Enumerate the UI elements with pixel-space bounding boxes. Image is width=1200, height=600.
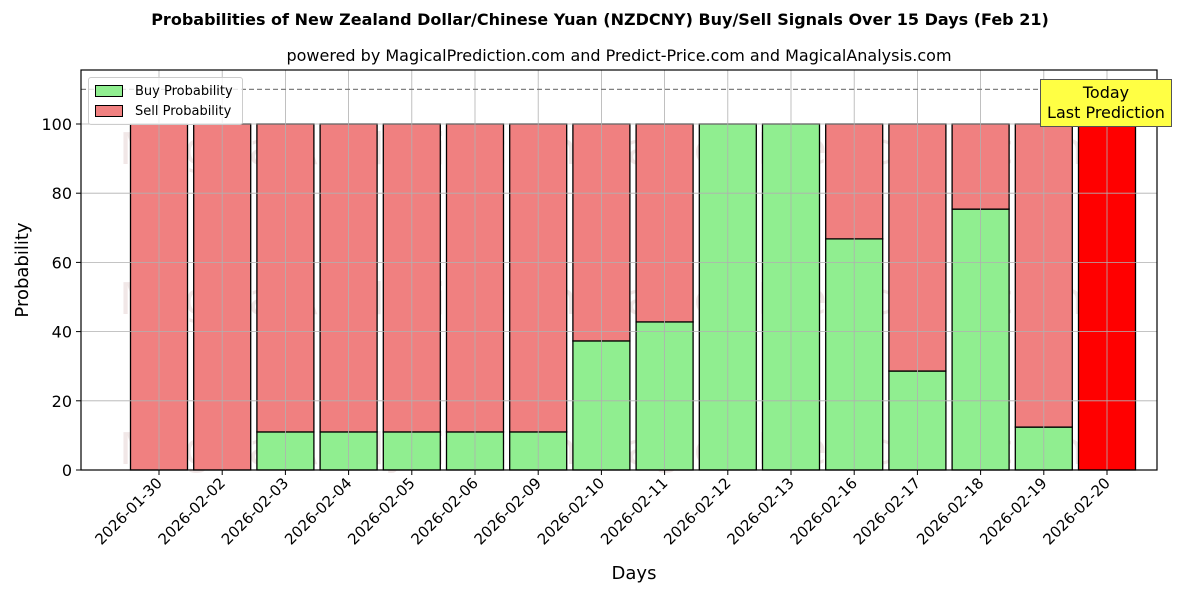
x-tick-label: 2026-02-17 bbox=[850, 474, 924, 548]
x-tick-label: 2026-02-10 bbox=[534, 474, 608, 548]
y-tick-label: 40 bbox=[52, 323, 72, 342]
x-tick-label: 2026-02-20 bbox=[1039, 474, 1113, 548]
today-annotation: Today Last Prediction bbox=[1040, 79, 1172, 127]
x-tick-label: 2026-02-12 bbox=[660, 474, 734, 548]
x-tick-label: 2026-02-06 bbox=[407, 474, 481, 548]
x-tick-label: 2026-02-02 bbox=[155, 474, 229, 548]
legend-sell-label: Sell Probability bbox=[135, 103, 232, 119]
x-tick-label: 2026-02-09 bbox=[471, 474, 545, 548]
y-tick-label: 80 bbox=[52, 184, 72, 203]
x-tick-label: 2026-02-05 bbox=[344, 474, 418, 548]
y-tick-label: 100 bbox=[41, 115, 72, 134]
annotation-line2: Last Prediction bbox=[1047, 103, 1165, 122]
chart-title: Probabilities of New Zealand Dollar/Chin… bbox=[151, 10, 1049, 29]
buy-swatch-icon bbox=[95, 85, 123, 97]
sell-swatch-icon bbox=[95, 105, 123, 117]
legend-item-buy: Buy Probability bbox=[95, 83, 233, 99]
legend: Buy Probability Sell Probability bbox=[88, 77, 243, 125]
x-tick-label: 2026-02-18 bbox=[913, 474, 987, 548]
x-tick-label: 2026-02-03 bbox=[218, 474, 292, 548]
y-tick-label: 0 bbox=[62, 461, 72, 480]
chart-subtitle: powered by MagicalPrediction.com and Pre… bbox=[286, 46, 952, 65]
x-tick-label: 2026-02-13 bbox=[723, 474, 797, 548]
plot-frame bbox=[80, 69, 1158, 471]
y-tick-label: 20 bbox=[52, 392, 72, 411]
x-tick-label: 2026-01-30 bbox=[91, 474, 165, 548]
annotation-line1: Today bbox=[1082, 83, 1130, 102]
y-tick-label: 60 bbox=[52, 253, 72, 272]
x-tick-label: 2026-02-16 bbox=[787, 474, 861, 548]
x-tick-label: 2026-02-19 bbox=[976, 474, 1050, 548]
legend-item-sell: Sell Probability bbox=[95, 103, 231, 119]
x-axis-label: Days bbox=[611, 563, 657, 584]
legend-buy-label: Buy Probability bbox=[135, 83, 233, 99]
x-tick-label: 2026-02-11 bbox=[597, 474, 671, 548]
x-tick-label: 2026-02-04 bbox=[281, 474, 355, 548]
